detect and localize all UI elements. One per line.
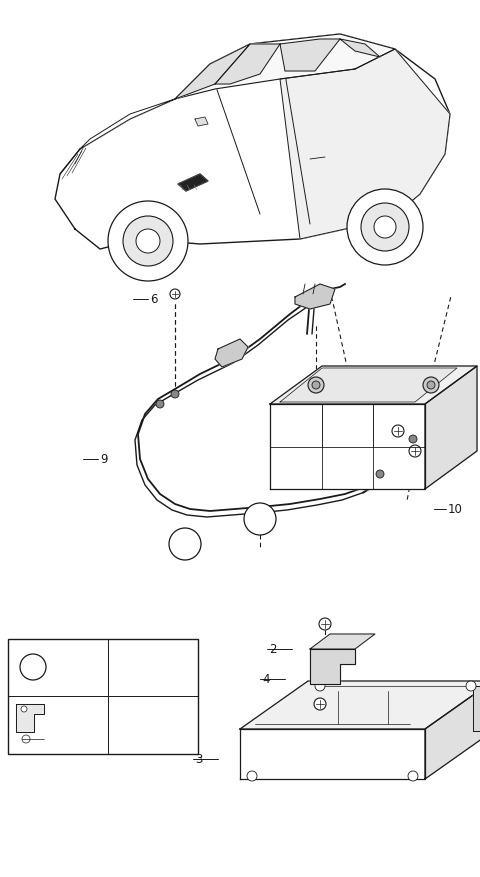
Text: a: a <box>257 515 264 524</box>
Circle shape <box>147 719 159 731</box>
Circle shape <box>466 681 476 691</box>
Polygon shape <box>215 45 280 85</box>
Circle shape <box>20 654 46 681</box>
Polygon shape <box>425 681 480 779</box>
Circle shape <box>315 681 325 691</box>
Circle shape <box>171 390 179 398</box>
Polygon shape <box>280 368 457 403</box>
Text: 6: 6 <box>150 293 157 306</box>
Polygon shape <box>175 45 250 100</box>
Text: 7: 7 <box>440 445 447 458</box>
Bar <box>8 639 198 754</box>
Circle shape <box>22 735 30 743</box>
Polygon shape <box>16 704 44 732</box>
Circle shape <box>392 425 404 438</box>
Text: 8: 8 <box>421 423 428 436</box>
Text: a: a <box>181 539 189 549</box>
Polygon shape <box>80 65 210 150</box>
Polygon shape <box>473 686 480 731</box>
Polygon shape <box>280 40 340 72</box>
Circle shape <box>247 771 257 781</box>
Circle shape <box>108 202 188 282</box>
Circle shape <box>423 378 439 394</box>
Text: 5: 5 <box>26 738 32 747</box>
Circle shape <box>312 381 320 389</box>
Polygon shape <box>270 367 477 404</box>
Circle shape <box>314 698 326 710</box>
Text: 1: 1 <box>282 698 289 710</box>
Text: 11: 11 <box>46 704 58 714</box>
Text: 4: 4 <box>262 673 269 686</box>
Circle shape <box>374 217 396 239</box>
Polygon shape <box>280 50 450 239</box>
Circle shape <box>361 203 409 252</box>
Polygon shape <box>240 729 425 779</box>
Circle shape <box>244 503 276 535</box>
Text: a: a <box>30 662 36 673</box>
Circle shape <box>319 618 331 631</box>
Polygon shape <box>295 285 335 310</box>
Circle shape <box>408 771 418 781</box>
Polygon shape <box>310 634 375 649</box>
Text: 2: 2 <box>269 643 276 656</box>
Circle shape <box>169 529 201 560</box>
Circle shape <box>347 189 423 266</box>
Polygon shape <box>425 367 477 489</box>
Polygon shape <box>240 681 480 729</box>
Circle shape <box>21 706 27 712</box>
Polygon shape <box>178 175 208 192</box>
Text: 9: 9 <box>100 453 108 466</box>
Circle shape <box>308 378 324 394</box>
Circle shape <box>427 381 435 389</box>
Circle shape <box>170 289 180 300</box>
Polygon shape <box>270 404 425 489</box>
Circle shape <box>409 446 421 458</box>
Circle shape <box>136 230 160 253</box>
Polygon shape <box>55 35 450 250</box>
Circle shape <box>156 401 164 409</box>
Polygon shape <box>340 40 380 58</box>
Polygon shape <box>195 118 208 127</box>
Text: 3: 3 <box>195 752 203 766</box>
Circle shape <box>376 470 384 479</box>
Polygon shape <box>310 649 355 684</box>
Polygon shape <box>175 35 395 100</box>
Polygon shape <box>215 339 248 367</box>
Circle shape <box>409 436 417 444</box>
Circle shape <box>123 217 173 267</box>
Text: 12: 12 <box>144 660 162 674</box>
Text: 10: 10 <box>448 503 463 516</box>
